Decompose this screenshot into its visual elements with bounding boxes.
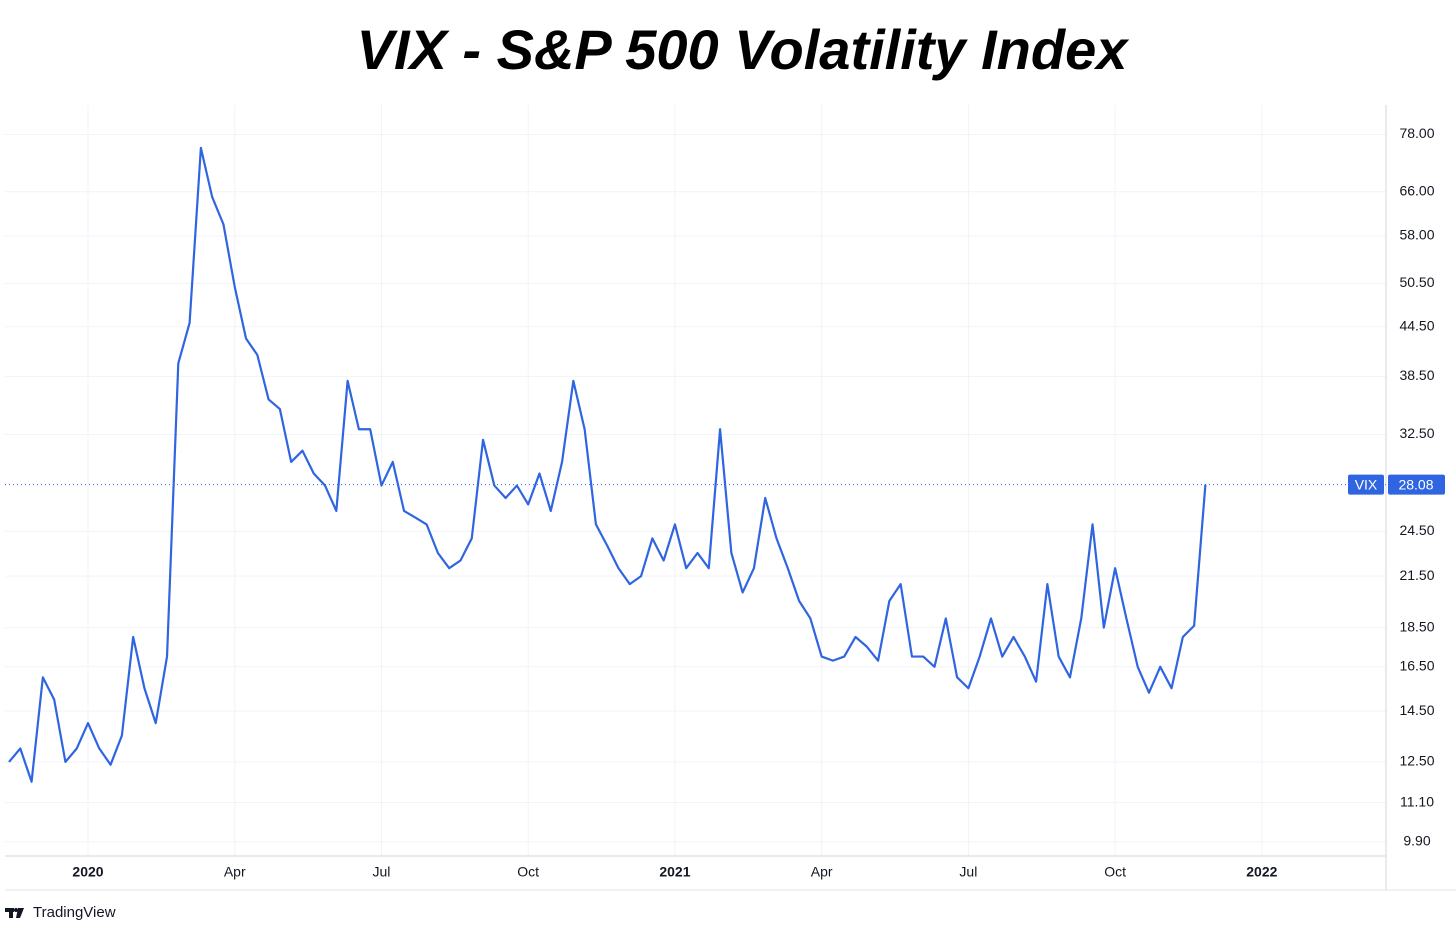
x-tick-label: 2022 (1246, 864, 1277, 880)
logo-shape (16, 908, 24, 918)
y-tick-label: 38.50 (1399, 367, 1434, 383)
y-tick-label: 50.50 (1399, 274, 1434, 290)
y-tick-label: 32.50 (1399, 425, 1434, 441)
series-badge (1348, 474, 1384, 495)
y-tick-label: 9.90 (1403, 833, 1430, 849)
y-tick-label: 16.50 (1399, 658, 1434, 674)
logo: TradingView (5, 904, 116, 921)
last-value-badge (1388, 474, 1445, 495)
x-tick-label: 2021 (659, 864, 690, 880)
y-tick-label: 12.50 (1399, 753, 1434, 769)
series-name: VIX (1355, 476, 1378, 492)
x-tick-label: Jul (373, 864, 391, 880)
logo-shape (9, 908, 13, 918)
x-tick-label: Jul (959, 864, 977, 880)
chart-title: VIX - S&P 500 Volatility Index (357, 18, 1131, 81)
x-tick-label: Apr (224, 864, 246, 880)
y-tick-label: 58.00 (1399, 227, 1434, 243)
x-tick-label: 2020 (72, 864, 103, 880)
y-tick-label: 18.50 (1399, 618, 1434, 634)
x-tick-label: Oct (517, 864, 539, 880)
y-tick-label: 44.50 (1399, 317, 1434, 333)
x-tick-label: Oct (1104, 864, 1126, 880)
y-tick-label: 11.10 (1400, 793, 1434, 809)
logo-shape (14, 908, 18, 912)
last-value-label: 28.08 (1398, 476, 1433, 492)
y-tick-label: 78.00 (1399, 125, 1434, 141)
y-tick-label: 66.00 (1399, 182, 1434, 198)
y-tick-label: 21.50 (1399, 567, 1434, 583)
watermark: TradingView (33, 904, 116, 921)
data-line (8, 146, 1207, 783)
x-tick-label: Apr (811, 864, 833, 880)
y-tick-label: 24.50 (1399, 522, 1434, 538)
y-tick-label: 14.50 (1399, 702, 1434, 718)
